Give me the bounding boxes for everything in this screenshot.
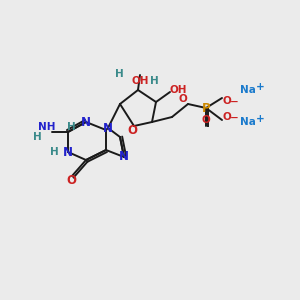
Text: O: O [223, 112, 231, 122]
Text: +: + [256, 82, 264, 92]
Text: O: O [178, 94, 188, 104]
Text: H: H [67, 122, 75, 132]
Text: H: H [150, 76, 158, 86]
Text: Na: Na [240, 117, 256, 127]
Text: P: P [202, 101, 210, 115]
Text: Na: Na [240, 85, 256, 95]
Text: O: O [66, 175, 76, 188]
Text: NH: NH [38, 122, 56, 132]
Text: H: H [50, 147, 58, 157]
Text: OH: OH [169, 85, 187, 95]
Text: N: N [119, 151, 129, 164]
Text: N: N [81, 116, 91, 128]
Text: −: − [230, 97, 238, 107]
Text: N: N [63, 146, 73, 158]
Text: O: O [202, 115, 210, 125]
Text: +: + [256, 114, 264, 124]
Text: OH: OH [131, 76, 149, 86]
Text: O: O [223, 96, 231, 106]
Text: O: O [127, 124, 137, 137]
Text: −: − [230, 113, 238, 123]
Text: H: H [33, 132, 41, 142]
Text: H: H [115, 69, 123, 79]
Text: N: N [103, 122, 113, 134]
